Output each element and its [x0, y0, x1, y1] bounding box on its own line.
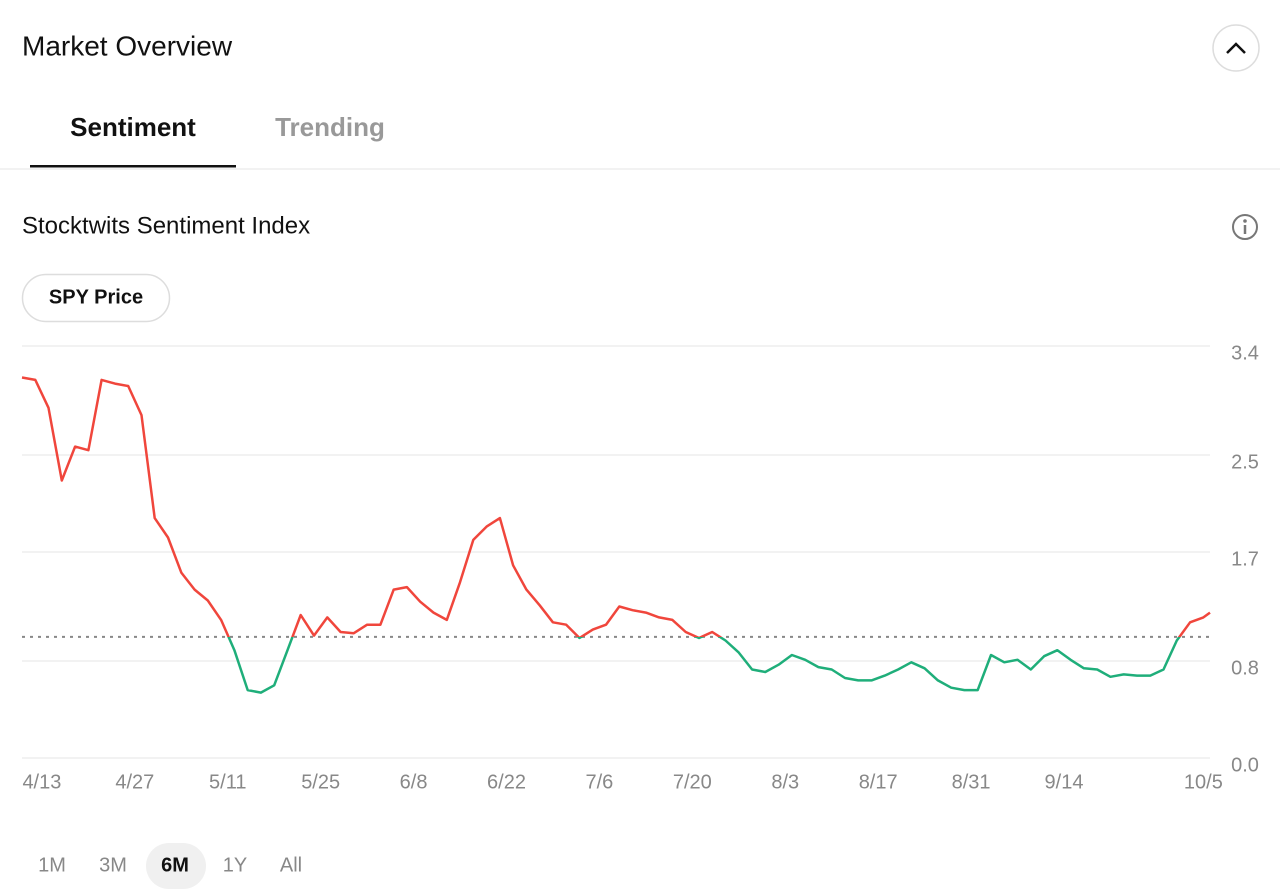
x-tick-label: 7/20: [673, 771, 712, 793]
info-icon[interactable]: [1232, 214, 1258, 240]
collapse-circle[interactable]: [1212, 24, 1260, 72]
chart: 0.0 0.8 1.7 2.5 3.4 4/13 4/27 5/11 5/25 6/8 6/22 7/…: [21, 342, 1259, 793]
range-button[interactable]: 1Y: [223, 854, 247, 876]
button-label[interactable]: SPY Price: [49, 286, 143, 308]
y-tick-label: 2.5: [1231, 451, 1259, 473]
chevron-icon: [1226, 42, 1246, 54]
tab-label[interactable]: Sentiment: [70, 112, 196, 142]
sentiment-line: [21, 376, 1211, 694]
y-tick-label: 3.4: [1231, 342, 1259, 364]
tabs: Sentiment Trending: [30, 112, 385, 168]
collapse-button[interactable]: [1212, 24, 1260, 72]
range-selector: 1M 3M 6M 1Y All: [38, 843, 302, 889]
y-tick-label: 1.7: [1231, 548, 1259, 570]
section-title: Stocktwits Sentiment Index: [22, 212, 310, 239]
x-tick-label: 6/22: [487, 771, 526, 793]
button-pill[interactable]: [21, 273, 171, 323]
x-tick-label: 6/8: [400, 771, 428, 793]
spy-price-button[interactable]: SPY Price: [21, 273, 171, 323]
x-tick-label: 8/3: [771, 771, 799, 793]
range-button[interactable]: All: [280, 854, 302, 876]
range-active-bg[interactable]: [146, 843, 206, 889]
x-tick-label: 7/6: [586, 771, 614, 793]
x-tick-label: 5/11: [209, 771, 246, 793]
range-button[interactable]: 3M: [99, 854, 127, 876]
x-tick-label: 9/14: [1045, 771, 1084, 793]
page-title: Market Overview: [22, 30, 233, 61]
range-button[interactable]: 1M: [38, 854, 66, 876]
tab-underline: [30, 165, 236, 168]
x-tick-label: 5/25: [301, 771, 340, 793]
info-dot: [1243, 219, 1247, 223]
y-tick-label: 0.0: [1231, 754, 1259, 776]
x-tick-label: 8/31: [952, 771, 991, 793]
x-tick-label: 8/17: [859, 771, 898, 793]
x-tick-label: 4/27: [115, 771, 154, 793]
x-tick-label: 4/13: [22, 771, 61, 793]
x-tick-label: 10/5: [1184, 771, 1223, 793]
tab-label[interactable]: Trending: [275, 112, 385, 142]
info-circle[interactable]: [1232, 214, 1258, 240]
range-button[interactable]: 6M: [161, 854, 189, 876]
y-tick-label: 0.8: [1231, 657, 1259, 679]
